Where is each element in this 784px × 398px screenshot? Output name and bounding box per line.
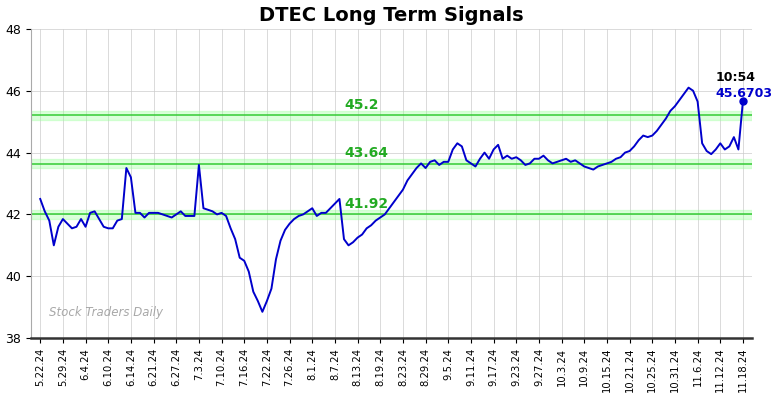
Bar bbox=[31, 111, 752, 120]
Text: 43.64: 43.64 bbox=[344, 146, 388, 160]
Text: 10:54: 10:54 bbox=[716, 71, 756, 84]
Bar bbox=[31, 159, 752, 168]
Text: Stock Traders Daily: Stock Traders Daily bbox=[49, 306, 163, 320]
Text: 41.92: 41.92 bbox=[344, 197, 388, 211]
Bar bbox=[31, 210, 752, 219]
Text: 45.2: 45.2 bbox=[344, 98, 379, 112]
Text: 45.6703: 45.6703 bbox=[716, 87, 773, 100]
Title: DTEC Long Term Signals: DTEC Long Term Signals bbox=[260, 6, 524, 25]
